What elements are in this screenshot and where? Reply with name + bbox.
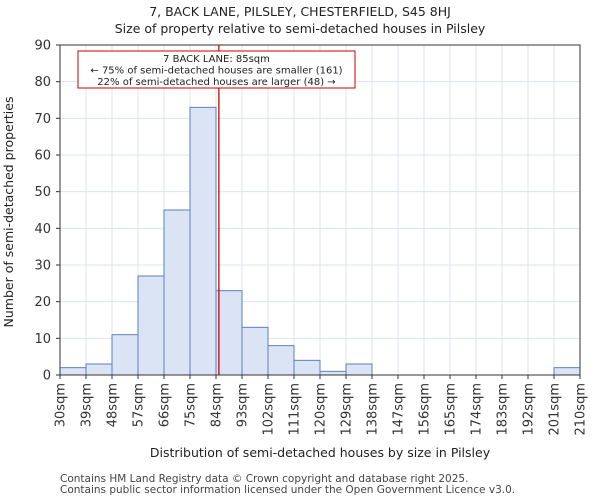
x-tick-label: 147sqm xyxy=(392,383,407,436)
histogram-bar xyxy=(267,345,295,376)
histogram-bar xyxy=(319,370,347,376)
x-tick-label: 84sqm xyxy=(210,383,225,427)
histogram-bar xyxy=(345,363,373,376)
x-tick-label: 192sqm xyxy=(522,383,537,436)
histogram-bar xyxy=(553,367,581,376)
x-tick-label: 174sqm xyxy=(470,383,485,436)
x-tick-label: 120sqm xyxy=(314,383,329,436)
x-tick-label: 30sqm xyxy=(54,383,69,427)
x-tick-label: 111sqm xyxy=(288,383,303,436)
x-tick-label: 156sqm xyxy=(418,383,433,436)
y-tick-label: 80 xyxy=(34,75,51,90)
y-tick-label: 70 xyxy=(34,112,51,127)
x-tick-label: 165sqm xyxy=(444,383,459,436)
x-tick-label: 48sqm xyxy=(106,383,121,427)
y-tick-label: 0 xyxy=(43,369,51,384)
annotation-line: ← 75% of semi-detached houses are smalle… xyxy=(90,66,342,77)
x-tick-label: 57sqm xyxy=(132,383,147,427)
chart-subtitle: Size of property relative to semi-detach… xyxy=(114,21,486,36)
y-tick-label: 40 xyxy=(34,222,51,237)
histogram-bar xyxy=(215,290,243,376)
x-tick-label: 210sqm xyxy=(574,383,589,436)
chart-title: 7, BACK LANE, PILSLEY, CHESTERFIELD, S45… xyxy=(149,4,451,19)
histogram-bar xyxy=(293,359,321,376)
x-tick-label: 138sqm xyxy=(366,383,381,436)
x-tick-label: 66sqm xyxy=(158,383,173,427)
x-axis-title: Distribution of semi-detached houses by … xyxy=(150,445,491,460)
y-tick-label: 20 xyxy=(34,295,51,310)
x-tick-label: 39sqm xyxy=(80,383,95,427)
histogram-bar xyxy=(189,106,217,376)
x-tick-label: 93sqm xyxy=(236,383,251,427)
y-tick-label: 30 xyxy=(34,259,51,274)
x-tick-label: 75sqm xyxy=(184,383,199,427)
histogram-bar xyxy=(85,363,113,376)
x-tick-label: 201sqm xyxy=(548,383,563,436)
histogram-bar xyxy=(241,326,269,376)
histogram-bar xyxy=(163,209,191,376)
y-tick-label: 10 xyxy=(34,332,51,347)
annotation-line: 22% of semi-detached houses are larger (… xyxy=(97,77,335,88)
histogram-bar xyxy=(59,367,87,376)
histogram-bar xyxy=(137,275,165,376)
y-tick-label: 50 xyxy=(34,185,51,200)
annotation-line: 7 BACK LANE: 85sqm xyxy=(163,54,270,65)
x-tick-label: 129sqm xyxy=(340,383,355,436)
y-tick-label: 60 xyxy=(34,149,51,164)
x-tick-label: 102sqm xyxy=(262,383,277,436)
footer-licence: Contains public sector information licen… xyxy=(60,484,516,496)
annotation-box xyxy=(77,50,356,89)
y-tick-label: 90 xyxy=(34,39,51,54)
y-axis-title: Number of semi-detached properties xyxy=(1,97,16,328)
histogram-chart: 0 10 20 30 40 50 60 70 80 90 30sqm 39sqm 48sqm 57sqm 6… xyxy=(1,39,589,461)
x-tick-label: 183sqm xyxy=(496,383,511,436)
footer-copyright: Contains HM Land Registry data © Crown c… xyxy=(60,473,469,485)
histogram-bar xyxy=(111,334,139,376)
